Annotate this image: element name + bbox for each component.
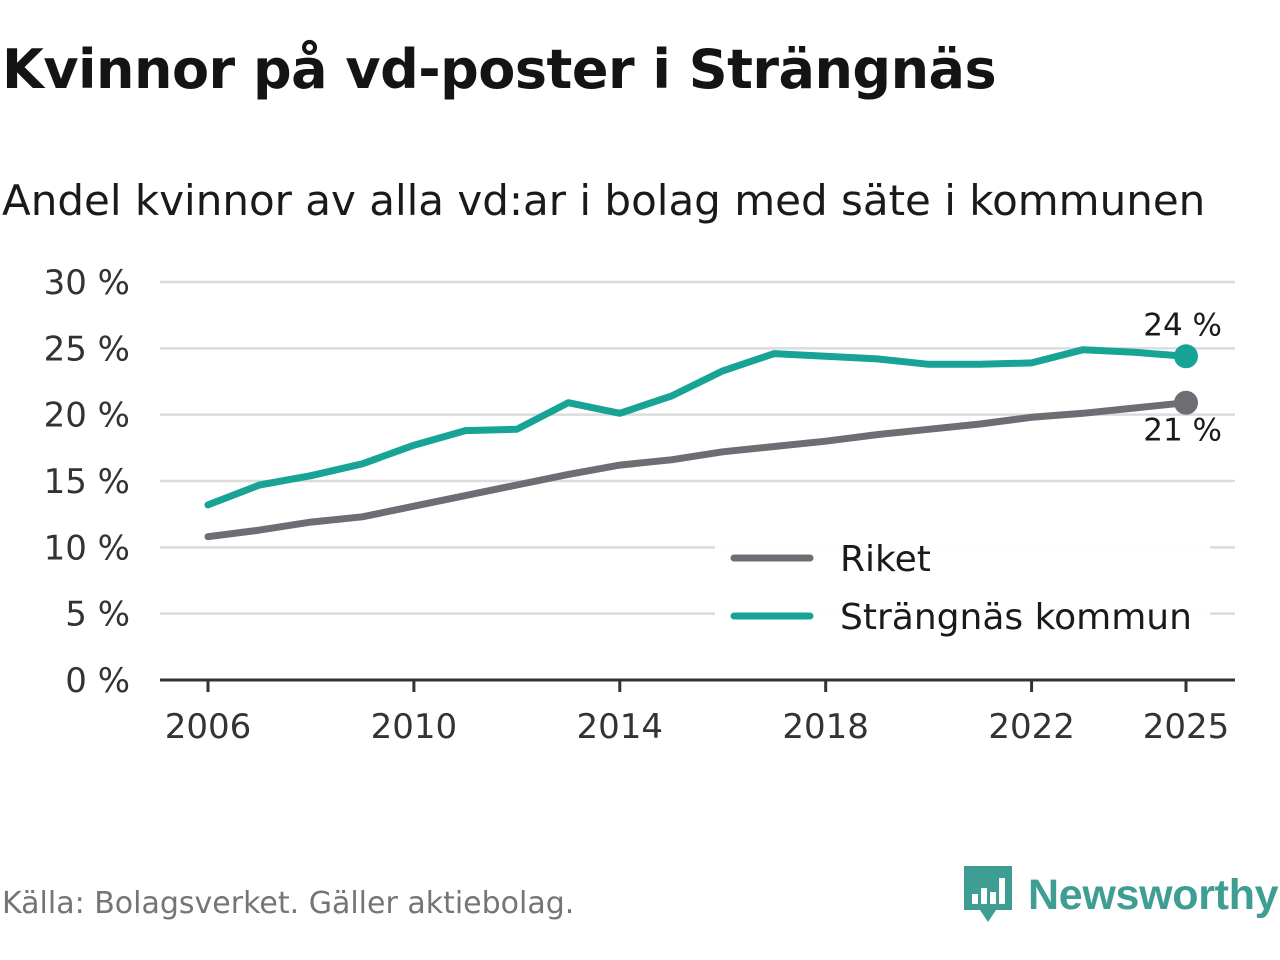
x-tick-label: 2010 xyxy=(371,707,458,747)
brand-name: Newsworthy xyxy=(1028,870,1279,919)
x-axis: 2006 2010 2014 2018 2022 2025 xyxy=(160,678,1235,747)
end-labels: 21 % 24 % xyxy=(1143,307,1222,448)
y-axis-ticks: 0 % 5 % 10 % 15 % 20 % 25 % 30 % xyxy=(44,263,130,701)
chart-title: Kvinnor på vd-poster i Strängnäs xyxy=(2,38,997,101)
legend-label: Strängnäs kommun xyxy=(840,597,1192,638)
series-lines xyxy=(204,344,1198,541)
source-note: Källa: Bolagsverket. Gäller aktiebolag. xyxy=(2,886,575,921)
brand-logo: Newsworthy xyxy=(962,864,1279,926)
legend: Riket Strängnäs kommun xyxy=(715,527,1210,645)
legend-label: Riket xyxy=(840,539,931,580)
y-tick-label: 15 % xyxy=(44,462,130,502)
end-point-marker xyxy=(1174,344,1198,369)
x-tick-label: 2006 xyxy=(165,707,252,747)
x-tick-label: 2025 xyxy=(1143,707,1230,747)
y-tick-label: 30 % xyxy=(44,263,130,303)
y-tick-label: 0 % xyxy=(65,661,130,701)
series-line-strangnas xyxy=(204,346,1190,509)
chart-subtitle: Andel kvinnor av alla vd:ar i bolag med … xyxy=(2,176,1206,225)
x-tick-label: 2022 xyxy=(988,707,1075,747)
y-tick-label: 25 % xyxy=(44,329,130,369)
y-tick-label: 5 % xyxy=(65,595,130,635)
end-value-label: 21 % xyxy=(1143,413,1222,449)
series-line-riket xyxy=(204,399,1190,541)
end-point-marker xyxy=(1174,390,1198,415)
y-tick-label: 10 % xyxy=(44,528,130,568)
x-tick-label: 2018 xyxy=(782,707,869,747)
x-tick-label: 2014 xyxy=(577,707,664,747)
legend-background xyxy=(715,527,1210,645)
newsworthy-logo-icon xyxy=(964,866,1012,922)
end-value-label: 24 % xyxy=(1143,307,1222,343)
y-tick-label: 20 % xyxy=(44,396,130,436)
